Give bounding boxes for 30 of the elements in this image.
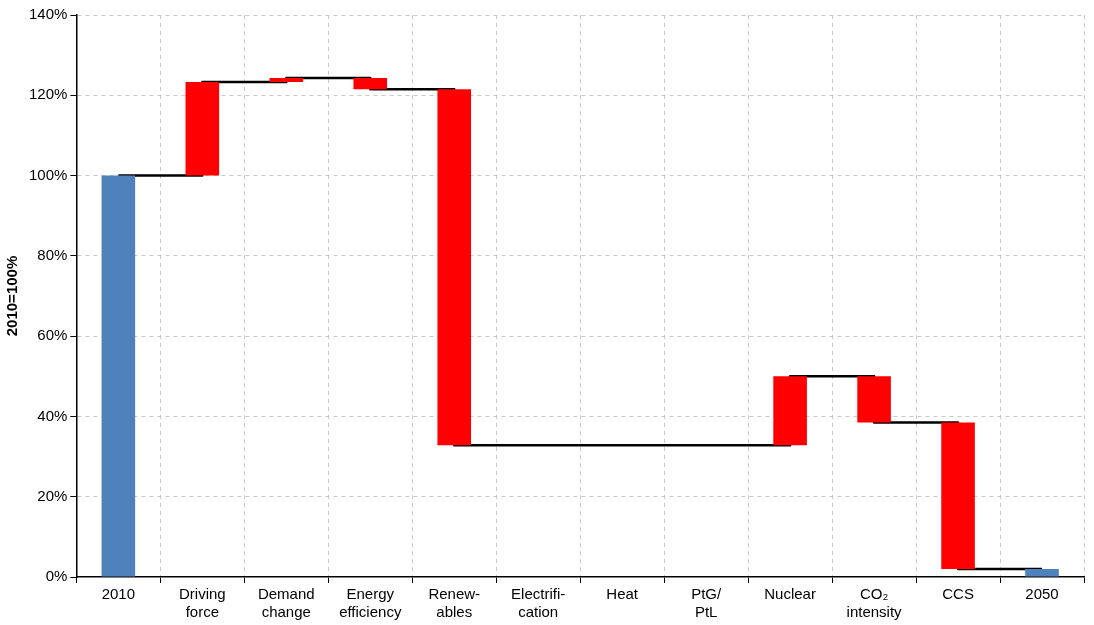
y-tick-label: 20%: [37, 486, 68, 504]
y-tick-label: 40%: [37, 406, 68, 424]
y-axis-title: 2010=100%: [3, 255, 21, 337]
x-tick-label: Renew-ables: [428, 585, 481, 621]
x-tick-label: Energy efficiency: [339, 585, 402, 621]
bar: [437, 89, 472, 446]
bar: [857, 376, 891, 423]
bar: [101, 175, 136, 577]
bar: [1025, 568, 1059, 577]
y-tick-label: 140%: [28, 5, 68, 23]
x-tick-label: Nuclear: [764, 585, 816, 603]
y-tick-label: 80%: [37, 246, 68, 263]
bar: [269, 78, 304, 83]
x-tick-label: 2050: [1025, 585, 1059, 603]
x-tick-label: CCS: [942, 585, 974, 603]
x-tick-label: Driving force: [178, 585, 226, 621]
bar: [185, 82, 220, 176]
x-tick-label: PtG/PtL: [691, 585, 722, 621]
x-tick-label: 2010: [101, 585, 136, 603]
x-tick-label: Heat: [606, 585, 639, 603]
y-tick-label: 120%: [28, 85, 68, 103]
bar: [353, 78, 388, 90]
x-tick-label: Electrifi-cation: [511, 585, 566, 621]
bar: [773, 376, 807, 446]
x-tick-label: Demand change: [257, 585, 315, 621]
y-tick-label: 0%: [45, 567, 68, 585]
y-tick-label: 60%: [37, 326, 68, 344]
bar: [941, 422, 975, 569]
y-tick-label: 100%: [28, 165, 68, 183]
x-tick-label: CO₂ intensity: [846, 585, 903, 621]
